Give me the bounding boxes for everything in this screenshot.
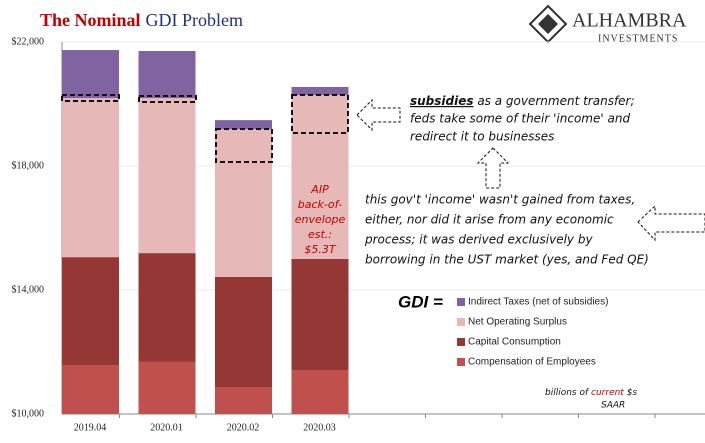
units-emph: current	[591, 388, 624, 398]
logo-sub: INVESTMENTS	[598, 33, 678, 44]
bar-segment	[291, 259, 349, 370]
legend-swatch	[457, 298, 465, 306]
legend-label: Indirect Taxes (net of subsidies)	[468, 297, 608, 308]
legend: Indirect Taxes (net of subsidies) Net Ope…	[457, 297, 608, 368]
legend-label: Capital Consumption	[468, 337, 561, 348]
bar-segment	[62, 365, 119, 414]
bar-segment	[138, 50, 196, 99]
legend-label: Net Operating Surplus	[468, 317, 567, 328]
units-pre: billions of	[545, 388, 591, 398]
arrows	[356, 98, 705, 242]
bar-segment	[215, 120, 272, 130]
note-line: process; it was derived exclusively by	[364, 233, 593, 247]
logo: ALHAMBRA INVESTMENTS	[528, 4, 687, 44]
bar-segment	[138, 98, 196, 254]
title-emphasis: The Nominal	[40, 10, 141, 30]
logo-icon-inner	[538, 14, 558, 34]
y-tick-label: $10,000	[12, 408, 45, 419]
estimate-note: AIP back-of-envelope est.: $5.3T	[295, 183, 346, 256]
highlight-boxes	[61, 94, 349, 163]
x-tick-label: 2020.03	[303, 422, 336, 433]
x-tick-label: 2019.04	[74, 422, 107, 433]
bar-segment	[138, 361, 196, 414]
arrow-left-edge	[637, 204, 705, 242]
title-rest: GDI Problem	[146, 10, 244, 30]
units-note: billions of current $s	[545, 388, 637, 398]
note-line: either, nor did it arise from any econom…	[365, 213, 614, 227]
units-post: $s	[624, 388, 638, 398]
bar-segment	[215, 129, 272, 277]
estimate-line: AIP	[310, 183, 329, 196]
y-tick-label: $22,000	[12, 36, 45, 47]
legend-label: Compensation of Employees	[468, 357, 596, 368]
highlight-box	[291, 94, 349, 134]
chart-title: The Nominal GDI Problem	[40, 10, 243, 30]
legend-swatch	[457, 358, 465, 366]
highlight-box	[215, 128, 273, 163]
estimate-line: est.:	[308, 228, 332, 241]
highlight-box	[61, 94, 120, 102]
note-line: this gov't 'income' wasn't gained from t…	[365, 193, 635, 207]
highlight-box	[138, 95, 197, 103]
note-line: borrowing in the UST market (yes, and Fe…	[365, 253, 649, 267]
bar-segment	[291, 95, 349, 259]
units-note: SAAR	[601, 401, 625, 411]
arrow-left	[356, 98, 401, 132]
y-tick-label: $14,000	[12, 284, 45, 295]
estimate-line: back-of-	[298, 198, 343, 211]
note-line: as a government transfer;	[474, 94, 635, 108]
y-tick-label: $18,000	[12, 160, 45, 171]
bar-segment	[62, 257, 119, 366]
x-tick-label: 2020.02	[227, 422, 260, 433]
bar-segment	[62, 50, 119, 99]
note-lead: subsidies	[410, 94, 474, 108]
estimate-line: envelope	[295, 213, 346, 226]
note-line: redirect it to businesses	[410, 130, 554, 144]
subsidies-note: subsidies as a government transfer;	[410, 94, 635, 108]
bar-segment	[62, 98, 119, 258]
logo-name: ALHAMBRA	[572, 10, 687, 32]
legend-swatch	[457, 338, 465, 346]
bar-segment	[291, 369, 349, 414]
bar-segment	[215, 276, 272, 388]
bar-segment	[138, 253, 196, 362]
arrow-up	[476, 147, 510, 189]
plot: $10,000 $14,000 $18,000 $22,000 2019.04 2020.…	[12, 36, 705, 433]
bar-segment	[215, 387, 272, 414]
estimate-line: $5.3T	[304, 243, 336, 256]
bar-segment	[291, 86, 349, 96]
note-line: feds take some of their 'income' and	[410, 112, 630, 126]
legend-title: GDI =	[398, 292, 443, 311]
legend-swatch	[457, 318, 465, 326]
x-tick-label: 2020.01	[150, 422, 183, 433]
